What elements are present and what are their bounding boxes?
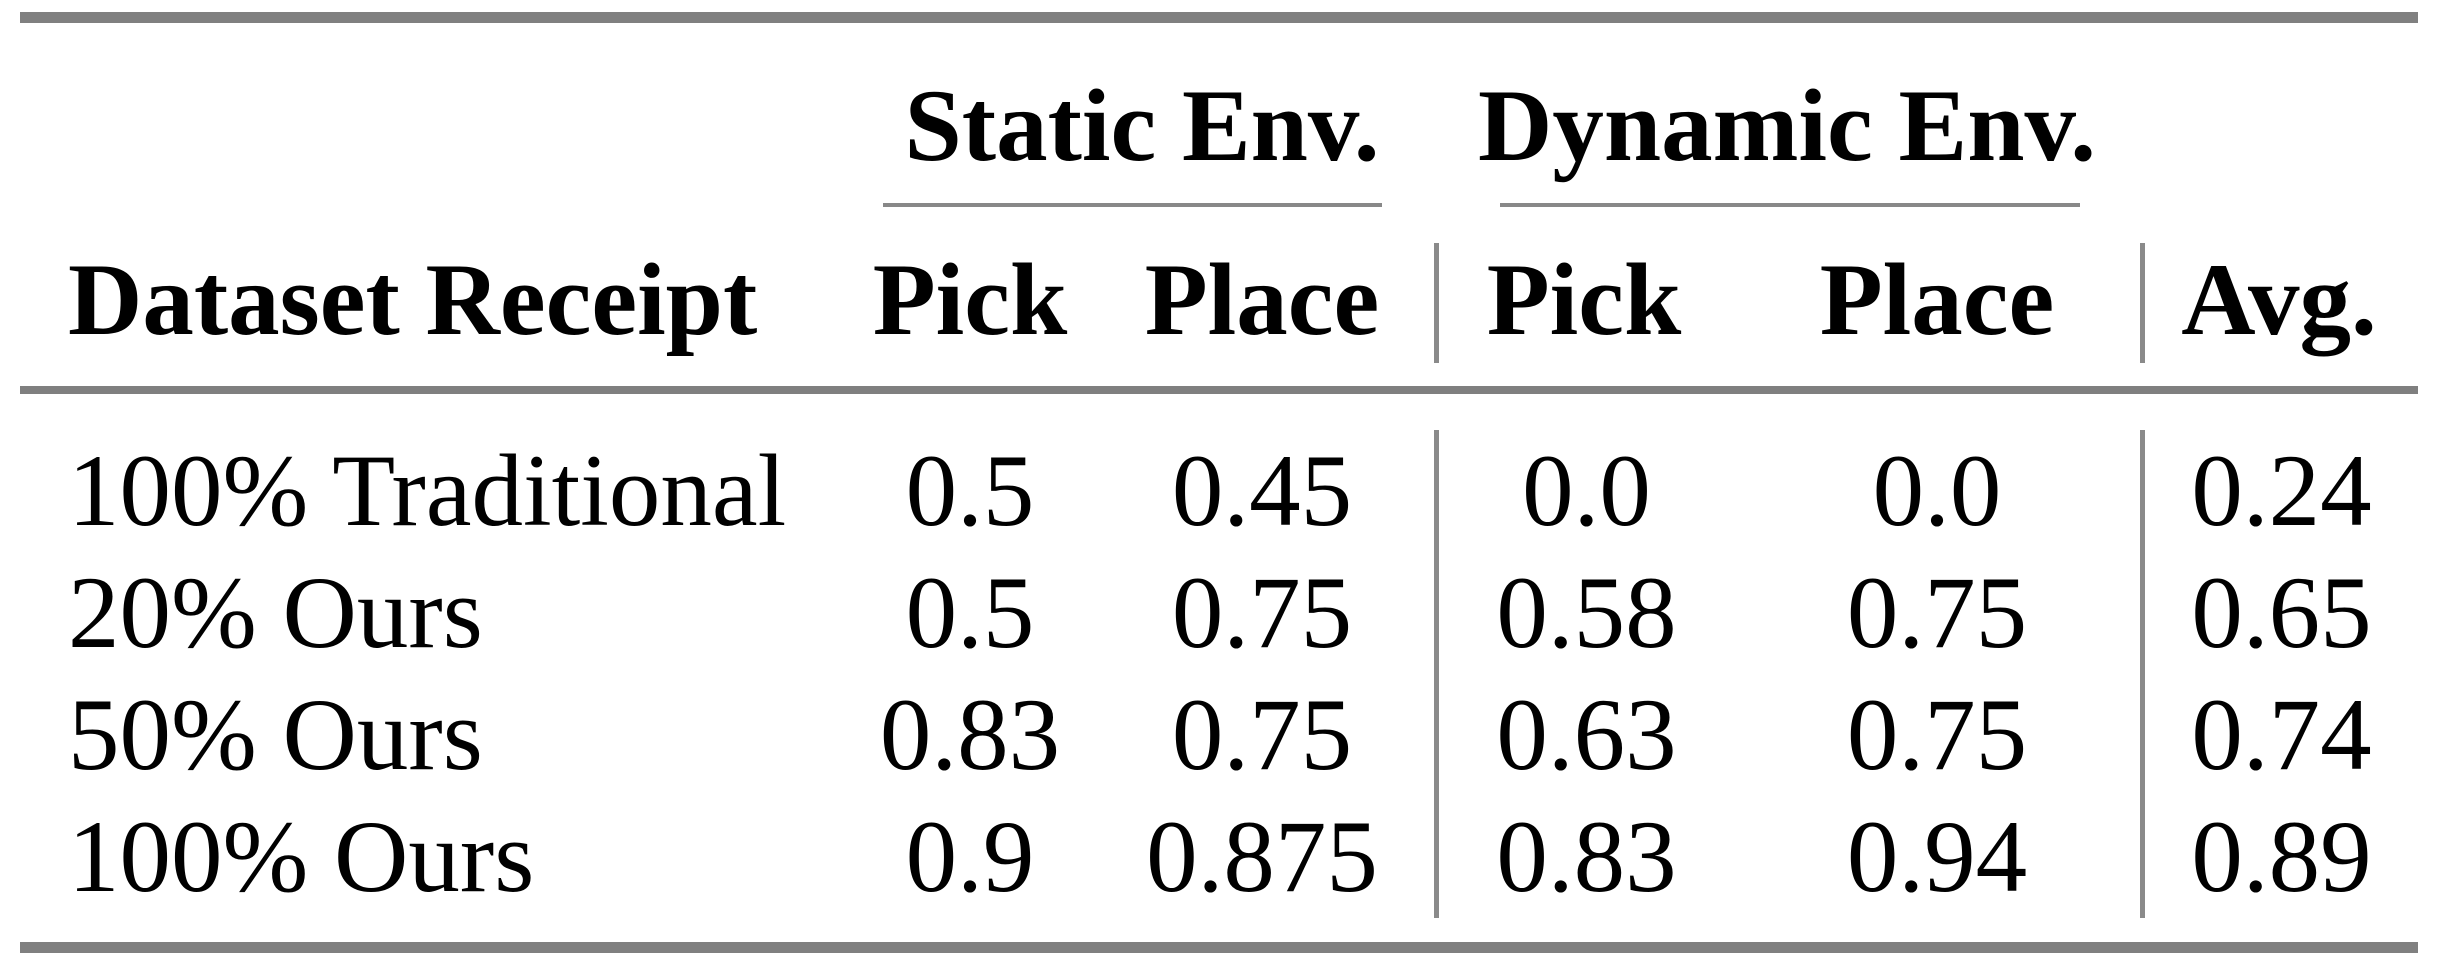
value-cell: 0.89: [2140, 796, 2418, 918]
group-header-dynamic-label: Dynamic Env.: [1477, 68, 2097, 183]
value-cell: 0.24: [2140, 430, 2418, 552]
group-header-empty-left: [20, 23, 850, 215]
cmidrule-dynamic: [1500, 203, 2080, 207]
header-midrule: [20, 386, 2418, 394]
value-cell: 0.5: [905, 555, 1035, 670]
value-cell: 0.83: [1434, 796, 1734, 918]
column-header-dataset-receipt: Dataset Receipt: [68, 243, 758, 357]
column-header-avg: Avg.: [2140, 215, 2418, 386]
value-cell: 0.65: [2140, 552, 2418, 674]
spacer: [20, 394, 2418, 430]
top-rule: [20, 12, 2418, 23]
column-header-dynamic-place: Place: [1819, 243, 2055, 357]
value-cell: 0.74: [2140, 674, 2418, 796]
column-header-static-pick: Pick: [872, 243, 1068, 357]
column-header-static-place: Place: [1144, 243, 1380, 357]
value-cell: 0.83: [879, 677, 1061, 792]
group-header-static-label: Static Env.: [904, 68, 1380, 183]
results-table: Static Env. Dynamic Env. Dataset Receipt…: [20, 12, 2418, 953]
value-cell: 0.75: [1846, 555, 2028, 670]
bottom-rule: [20, 942, 2418, 953]
row-label: 20% Ours: [68, 555, 483, 670]
value-cell: 0.45: [1171, 433, 1353, 548]
spacer: [20, 918, 2418, 942]
group-header-empty-right: [2140, 23, 2418, 215]
value-cell: 0.58: [1434, 552, 1734, 674]
value-cell: 0.75: [1171, 677, 1353, 792]
value-cell: 0.63: [1434, 674, 1734, 796]
table-row: 100% Traditional 0.5 0.45 0.0 0.0 0.24: [20, 430, 2418, 552]
table-row: 100% Ours 0.9 0.875 0.83 0.94 0.89: [20, 796, 2418, 918]
group-header-row: Static Env. Dynamic Env.: [20, 23, 2418, 215]
value-cell: 0.875: [1146, 799, 1378, 914]
group-header-dynamic-env: Dynamic Env.: [1434, 23, 2140, 215]
column-header-dynamic-pick: Pick: [1434, 215, 1734, 386]
value-cell: 0.9: [905, 799, 1035, 914]
value-cell: 0.0: [1434, 430, 1734, 552]
cmidrule-static: [883, 203, 1382, 207]
value-cell: 0.75: [1171, 555, 1353, 670]
value-cell: 0.94: [1846, 799, 2028, 914]
group-header-static-env: Static Env.: [850, 23, 1434, 215]
table-row: 50% Ours 0.83 0.75 0.63 0.75 0.74: [20, 674, 2418, 796]
row-label: 50% Ours: [68, 677, 483, 792]
vertical-separator: [1434, 243, 1439, 363]
row-label: 100% Traditional: [68, 433, 787, 548]
table-row: 20% Ours 0.5 0.75 0.58 0.75 0.65: [20, 552, 2418, 674]
row-label: 100% Ours: [68, 799, 535, 914]
vertical-separator: [2140, 243, 2145, 363]
value-cell: 0.0: [1872, 433, 2002, 548]
value-cell: 0.75: [1846, 677, 2028, 792]
column-header-row: Dataset Receipt Pick Place Pick Place Av…: [20, 215, 2418, 386]
value-cell: 0.5: [905, 433, 1035, 548]
